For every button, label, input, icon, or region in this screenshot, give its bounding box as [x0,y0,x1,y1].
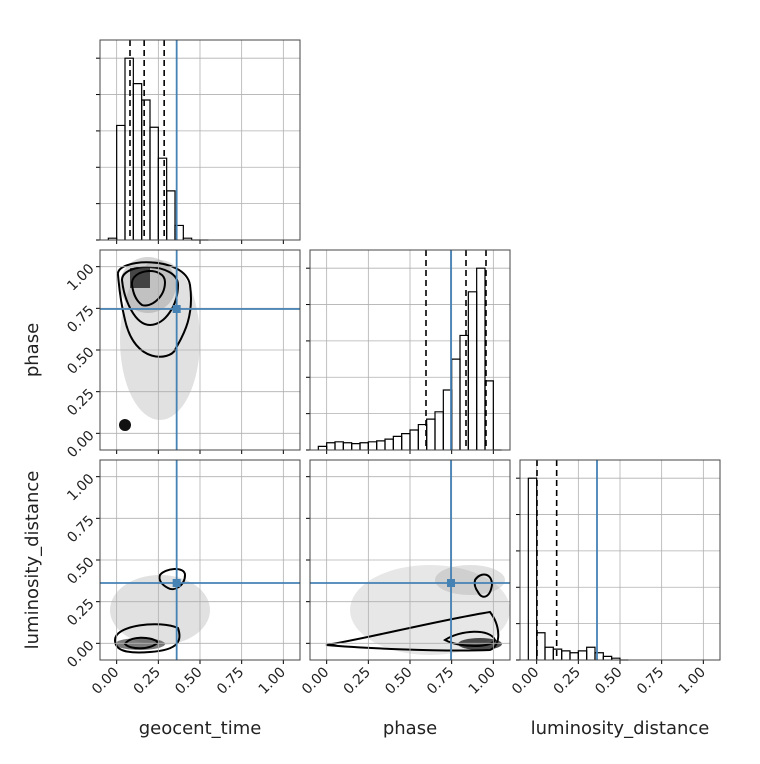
histogram-bin [561,650,571,660]
x-tick-label: 0.75 [634,664,667,697]
histogram-bin [401,433,411,450]
y-tick-label: 1.00 [64,261,97,294]
x-tick-label: 1.00 [466,664,499,697]
y-tick-label: 0.00 [64,428,97,461]
panel-frame [519,459,721,661]
x-tick-label: 0.25 [341,664,374,697]
histogram-bin [384,438,394,450]
panel-frame [309,459,511,661]
histogram-bin [426,418,436,450]
histogram-bin [577,650,588,660]
x-tick-label: 0.00 [89,664,122,697]
histogram-bin [124,57,134,240]
x-tick-label: 0.00 [299,664,332,697]
histogram-bin [476,267,486,450]
x-tick-label: 0.75 [424,664,457,697]
histogram-bin [544,646,554,660]
histogram-bin [467,291,478,450]
histogram-bin [376,440,386,450]
histogram-bin [434,411,444,450]
histogram-bin [157,157,168,240]
histogram-bin [326,442,336,450]
histogram-bin [132,83,143,240]
x-tick-label: 0.25 [551,664,584,697]
x-tick-label: 0.00 [509,664,542,697]
histogram-bin [459,334,469,450]
y-tick-label: 0.75 [64,303,97,336]
histogram-bin [342,442,353,450]
histogram-bin [552,648,563,660]
x-tick-label: 0.50 [382,664,415,697]
y-tick-label: 1.00 [64,471,97,504]
y-axis-label: phase [22,323,43,377]
histogram-bin [569,652,579,660]
histogram-bin [116,124,126,240]
x-axis-label: phase [383,718,437,739]
histogram-bin [417,423,428,450]
panel-frame [309,249,511,451]
histogram-bin [409,429,419,450]
y-tick-label: 0.00 [64,638,97,671]
x-tick-label: 0.50 [592,664,625,697]
histogram-bin [527,477,538,660]
truth-marker [447,579,455,587]
histogram-bin [359,442,369,450]
histogram-bin [141,99,151,240]
truth-marker [172,579,181,587]
histogram-bin [334,441,344,450]
histogram-bin [611,657,621,660]
y-tick-label: 0.50 [64,554,97,587]
x-tick-label: 1.00 [676,664,709,697]
histogram-bin [174,224,184,240]
panel-frame [99,39,301,241]
histogram-bin [536,632,546,660]
y-tick-label: 0.25 [64,596,97,629]
histogram-bin [484,380,494,450]
x-tick-label: 1.00 [256,664,289,697]
histogram-bin [149,126,159,240]
histogram-bin [367,441,378,450]
histogram-bin [392,435,403,450]
x-tick-label: 0.50 [172,664,205,697]
truth-marker [172,305,181,313]
y-axis-label: luminosity_distance [22,471,43,650]
x-tick-label: 0.75 [214,664,247,697]
x-axis-label: luminosity_distance [531,718,710,739]
y-tick-label: 0.75 [64,513,97,546]
y-tick-label: 0.50 [64,344,97,377]
histogram-bin [586,646,596,660]
panel-frame [99,249,301,451]
panel-frame [99,459,301,661]
y-tick-label: 0.25 [64,386,97,419]
histogram-bin [602,655,613,660]
x-tick-label: 0.25 [131,664,164,697]
histogram-bin [451,358,461,450]
histogram-bin [166,190,176,240]
x-axis-label: geocent_time [139,718,262,739]
histogram-bin [351,443,361,450]
histogram-bin [182,237,193,240]
histogram-bin [317,445,328,450]
